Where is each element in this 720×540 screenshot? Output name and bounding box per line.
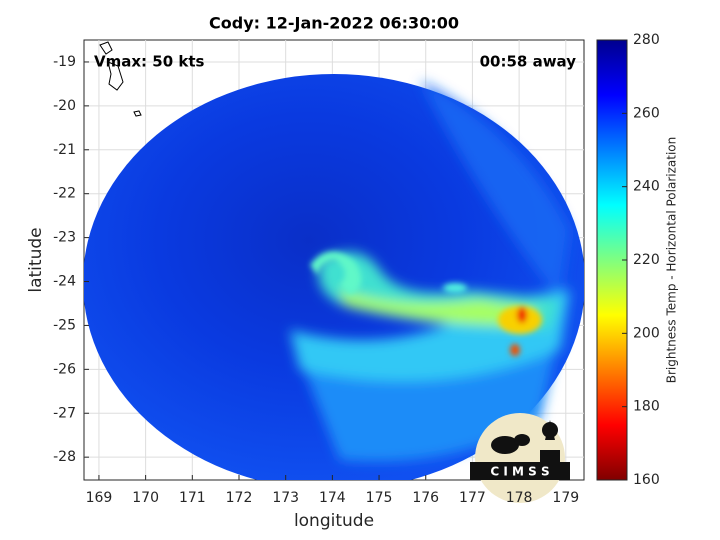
y-tick-label: -20 xyxy=(53,98,76,114)
x-tick-label: 177 xyxy=(459,490,486,506)
y-tick-label: -26 xyxy=(53,361,76,377)
x-tick-label: 176 xyxy=(412,490,439,506)
colorbar-tick-label: 160 xyxy=(633,472,660,488)
y-axis-label: latitude xyxy=(26,227,46,292)
y-tick-label: -21 xyxy=(53,142,76,158)
colorbar-label: Brightness Temp - Horizontal Polarizatio… xyxy=(665,137,679,384)
x-tick-label: 173 xyxy=(272,490,299,506)
y-tick-label: -23 xyxy=(53,230,76,246)
cimss-logo: C I M S S xyxy=(470,413,570,503)
y-tick-label: -24 xyxy=(53,274,76,290)
y-tick-label: -19 xyxy=(53,54,76,70)
x-tick-label: 172 xyxy=(226,490,253,506)
x-axis-label: longitude xyxy=(294,511,374,531)
y-tick-label: -25 xyxy=(53,317,76,333)
y-tick-label: -27 xyxy=(53,405,76,421)
satellite-image xyxy=(84,41,584,480)
colorbar-tick-label: 280 xyxy=(633,32,660,48)
y-tick-label: -22 xyxy=(53,186,76,202)
x-tick-label: 175 xyxy=(366,490,393,506)
x-tick-label: 171 xyxy=(179,490,206,506)
x-tick-label: 179 xyxy=(552,490,579,506)
colorbar-tick-label: 200 xyxy=(633,325,660,341)
annotation: Vmax: 50 kts xyxy=(94,53,204,71)
x-tick-label: 174 xyxy=(319,490,346,506)
colorbar-tick-label: 220 xyxy=(633,252,660,268)
y-tick-label: -28 xyxy=(53,449,76,465)
x-tick-label: 169 xyxy=(86,490,113,506)
annotation: 00:58 away xyxy=(480,53,577,71)
logo-text: C I M S S xyxy=(490,465,549,479)
x-tick-label: 178 xyxy=(506,490,533,506)
chart-title: Cody: 12-Jan-2022 06:30:00 xyxy=(209,14,459,33)
colorbar-tick-label: 260 xyxy=(633,105,660,121)
x-tick-label: 170 xyxy=(132,490,159,506)
colorbar-tick-label: 180 xyxy=(633,399,660,415)
colorbar-tick-label: 240 xyxy=(633,179,660,195)
